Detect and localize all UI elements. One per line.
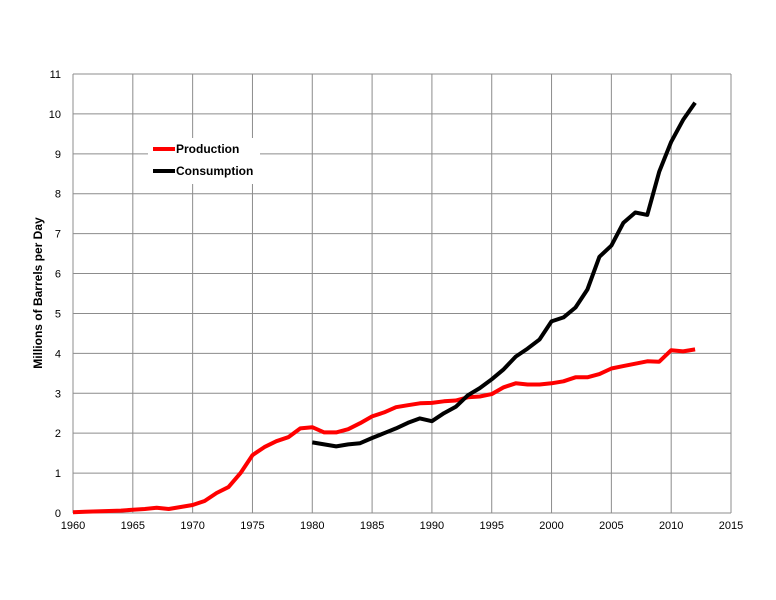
x-tick-label-2005: 2005 <box>599 520 623 532</box>
x-tick-label-1995: 1995 <box>479 520 503 532</box>
series-group <box>72 101 697 515</box>
y-tick-label-0: 0 <box>55 508 61 520</box>
x-tick-label-1990: 1990 <box>420 520 444 532</box>
y-tick-label-8: 8 <box>55 189 61 201</box>
y-tick-label-1: 1 <box>55 468 61 480</box>
y-tick-label-4: 4 <box>55 348 61 360</box>
series-line-consumption <box>311 101 697 449</box>
x-tick-label-1975: 1975 <box>240 520 264 532</box>
y-tick-labels: 0 1 2 3 4 5 6 7 8 9 10 11 <box>49 69 61 520</box>
y-tick-label-2: 2 <box>55 428 61 440</box>
x-tick-label-2000: 2000 <box>539 520 563 532</box>
y-tick-label-6: 6 <box>55 269 61 281</box>
x-tick-label-2010: 2010 <box>659 520 683 532</box>
legend: Production Consumption <box>148 138 260 184</box>
y-tick-label-3: 3 <box>55 388 61 400</box>
y-axis-label: Millions of Barrels per Day <box>31 217 45 369</box>
x-tick-labels: 1960 1965 1970 1975 1980 1985 1990 1995 2000 2005… <box>61 520 743 532</box>
x-tick-label-1965: 1965 <box>121 520 145 532</box>
y-tick-label-5: 5 <box>55 308 61 320</box>
x-tick-label-1980: 1980 <box>300 520 324 532</box>
legend-label-consumption: Consumption <box>176 164 253 178</box>
y-tick-label-11: 11 <box>50 69 61 81</box>
legend-background <box>148 138 260 184</box>
grid-lines <box>72 73 732 514</box>
legend-label-production: Production <box>176 142 239 156</box>
y-tick-label-9: 9 <box>55 149 61 161</box>
x-tick-label-1960: 1960 <box>61 520 85 532</box>
x-tick-label-2015: 2015 <box>719 520 743 532</box>
x-tick-label-1985: 1985 <box>360 520 384 532</box>
series-line-production <box>72 347 696 515</box>
x-tick-label-1970: 1970 <box>180 520 204 532</box>
y-tick-label-10: 10 <box>49 109 61 121</box>
y-tick-label-7: 7 <box>55 229 61 241</box>
